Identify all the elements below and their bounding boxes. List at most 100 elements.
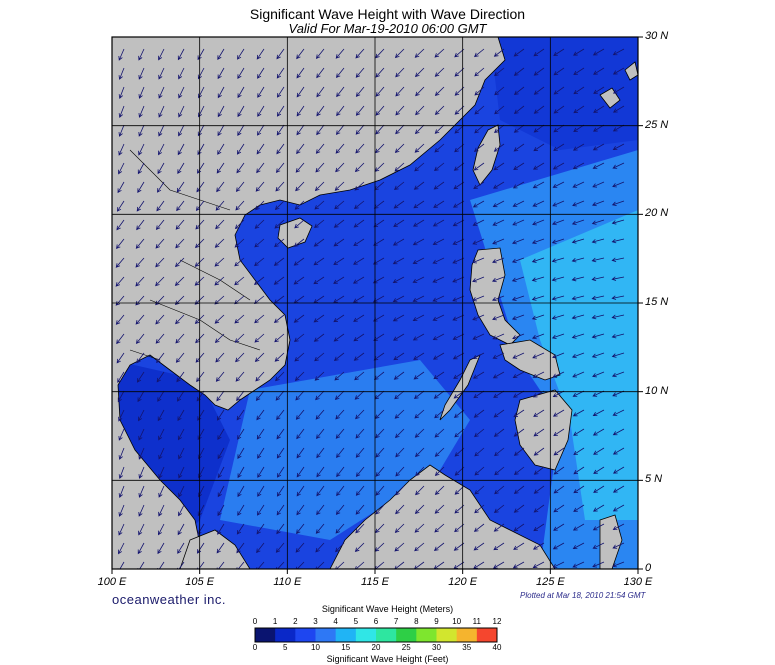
wave-arrow: [118, 48, 125, 61]
wave-arrow: [492, 352, 505, 359]
wave-arrow: [353, 295, 365, 303]
wave-arrow: [592, 409, 605, 417]
wave-arrow: [432, 333, 445, 341]
wave-arrow: [236, 523, 245, 535]
colorbar-frame: [254, 627, 498, 643]
wave-arrow: [513, 523, 525, 532]
land-taiwan: [472, 124, 501, 186]
wave-arrow: [316, 504, 325, 516]
wave-arrow: [257, 86, 265, 98]
wave-arrow: [214, 276, 225, 286]
wave-arrow: [395, 67, 405, 78]
wave-arrow: [178, 86, 185, 99]
wave-arrow: [375, 48, 385, 59]
wave-arrow: [118, 523, 125, 536]
wave-arrow: [314, 371, 325, 381]
wave-arrow: [293, 314, 305, 323]
colorbar-meters-tick: 8: [414, 617, 419, 626]
wave-arrow: [491, 276, 505, 283]
wave-arrow: [155, 333, 165, 344]
wave-arrow: [551, 219, 565, 226]
wave-arrow: [115, 276, 125, 287]
wave-arrow: [336, 86, 345, 98]
wave-arrow: [215, 371, 225, 382]
wave-arrow: [551, 257, 565, 263]
wave-arrow: [138, 428, 145, 441]
wave-arrow: [374, 409, 385, 420]
wave-arrow: [433, 542, 445, 551]
wave-arrow: [217, 523, 225, 535]
wave-arrow: [572, 542, 585, 550]
wave-arrow: [333, 219, 345, 228]
wave-arrow: [434, 485, 445, 495]
wave-arrow: [413, 390, 425, 400]
wave-arrow: [118, 409, 125, 422]
wave-arrow: [217, 143, 225, 155]
wave-arrow: [274, 200, 285, 211]
wave-arrow: [254, 352, 265, 363]
wave-arrow: [236, 143, 245, 155]
wave-arrow: [474, 485, 485, 495]
wave-arrow: [572, 561, 585, 568]
wave-arrow: [177, 409, 185, 422]
wave-arrow: [316, 485, 325, 497]
wave-arrow: [217, 466, 225, 479]
lon-label: 105 E: [185, 576, 215, 588]
wave-arrow: [375, 428, 385, 439]
wave-arrow: [276, 143, 285, 155]
wave-arrow: [412, 295, 425, 302]
wave-arrow: [157, 561, 165, 569]
wave-arrow: [156, 371, 165, 383]
wave-arrow: [434, 504, 445, 514]
lat-label: 20 N: [645, 207, 669, 220]
wave-arrow: [196, 371, 205, 383]
wave-arrow: [177, 523, 185, 536]
wave-arrow: [158, 67, 165, 80]
wave-arrow: [296, 466, 305, 478]
wave-arrow: [375, 86, 385, 97]
wave-arrow: [472, 238, 485, 245]
wave-arrow: [433, 390, 445, 399]
wave-arrow: [293, 238, 305, 247]
wave-arrow: [197, 523, 205, 536]
ocean-central-light: [220, 360, 470, 540]
wave-arrow: [335, 48, 345, 59]
wave-arrow: [175, 314, 185, 325]
wave-arrow: [135, 333, 145, 344]
wave-arrow: [472, 352, 485, 360]
wave-arrow: [216, 542, 225, 554]
wave-arrow: [414, 523, 425, 533]
wave-arrow: [493, 504, 505, 514]
wave-arrow: [434, 124, 445, 134]
wave-arrow: [573, 447, 585, 456]
wave-arrow: [138, 48, 145, 61]
wave-arrow: [552, 181, 565, 188]
wave-arrow: [257, 485, 265, 497]
wave-arrow: [256, 48, 265, 60]
colorbar-feet-tick: 0: [252, 643, 258, 652]
wave-arrow: [116, 219, 125, 231]
wave-arrow: [216, 390, 225, 402]
wave-arrow: [472, 276, 485, 283]
wave-arrow: [414, 143, 425, 153]
wave-arrow: [394, 523, 405, 533]
land-luzon: [469, 247, 521, 346]
wave-arrow: [355, 447, 365, 458]
lat-label: 15 N: [645, 296, 669, 308]
wave-arrow: [531, 257, 545, 263]
wave-arrow: [394, 542, 405, 552]
wave-arrow: [432, 314, 445, 321]
wave-arrow: [414, 48, 425, 58]
wave-arrow: [513, 67, 525, 76]
wave-arrow: [511, 295, 525, 301]
wave-arrow: [452, 295, 465, 302]
wave-arrow: [355, 409, 365, 420]
wave-arrow: [433, 181, 445, 190]
wave-arrow: [237, 447, 245, 460]
wave-arrow: [572, 200, 585, 207]
wave-arrow: [591, 295, 605, 301]
colorbar-meters-tick: 3: [313, 617, 318, 626]
wave-arrow: [472, 200, 485, 208]
wave-arrow: [176, 200, 185, 212]
wave-arrow: [472, 371, 485, 379]
